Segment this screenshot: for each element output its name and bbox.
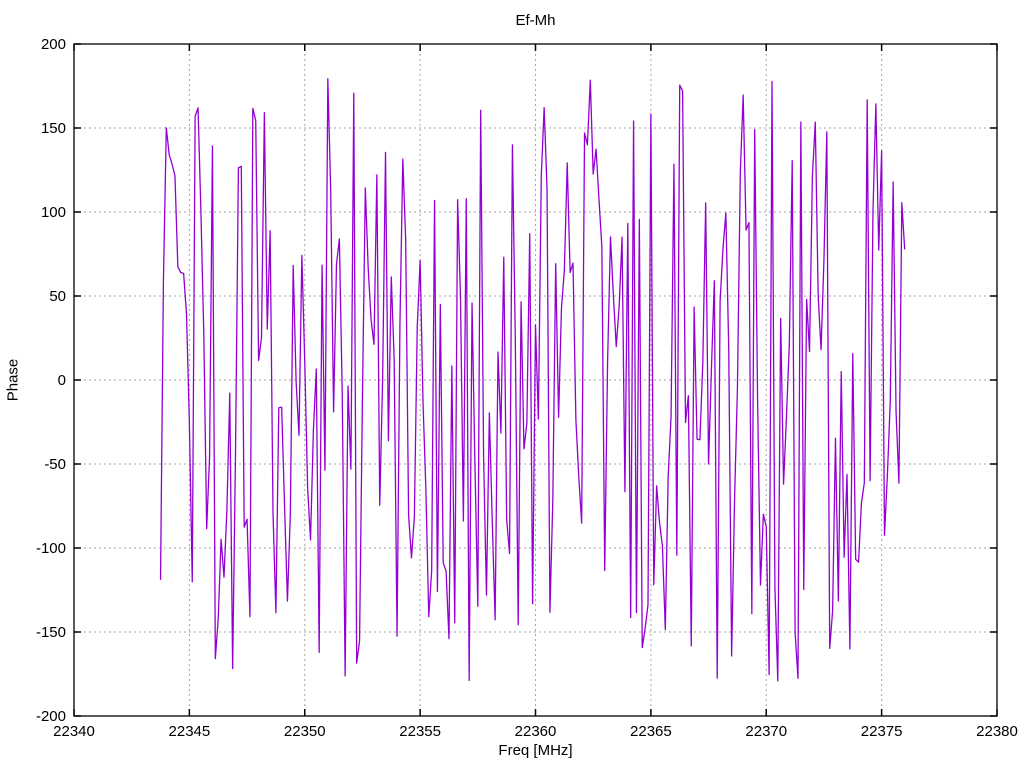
y-tick-label: -150 — [36, 624, 66, 641]
y-tick-label: 100 — [41, 204, 66, 221]
y-tick-label: 200 — [41, 36, 66, 53]
x-tick-label: 22340 — [53, 723, 95, 740]
y-tick-label: -50 — [44, 456, 66, 473]
x-tick-label: 22375 — [861, 723, 903, 740]
x-tick-label: 22380 — [976, 723, 1018, 740]
x-tick-label: 22370 — [745, 723, 787, 740]
x-tick-label: 22360 — [515, 723, 557, 740]
x-tick-label: 22350 — [284, 723, 326, 740]
chart-title: Ef-Mh — [515, 12, 556, 29]
y-tick-label: 0 — [58, 372, 66, 389]
y-tick-label: -100 — [36, 540, 66, 557]
x-tick-label: 22355 — [399, 723, 441, 740]
y-tick-label: 150 — [41, 120, 66, 137]
x-tick-label: 22345 — [169, 723, 211, 740]
x-axis-label: Freq [MHz] — [498, 742, 573, 759]
phase-trace — [159, 78, 906, 682]
y-tick-label: 50 — [49, 288, 66, 305]
x-tick-label: 22365 — [630, 723, 672, 740]
y-tick-label: -200 — [36, 708, 66, 725]
